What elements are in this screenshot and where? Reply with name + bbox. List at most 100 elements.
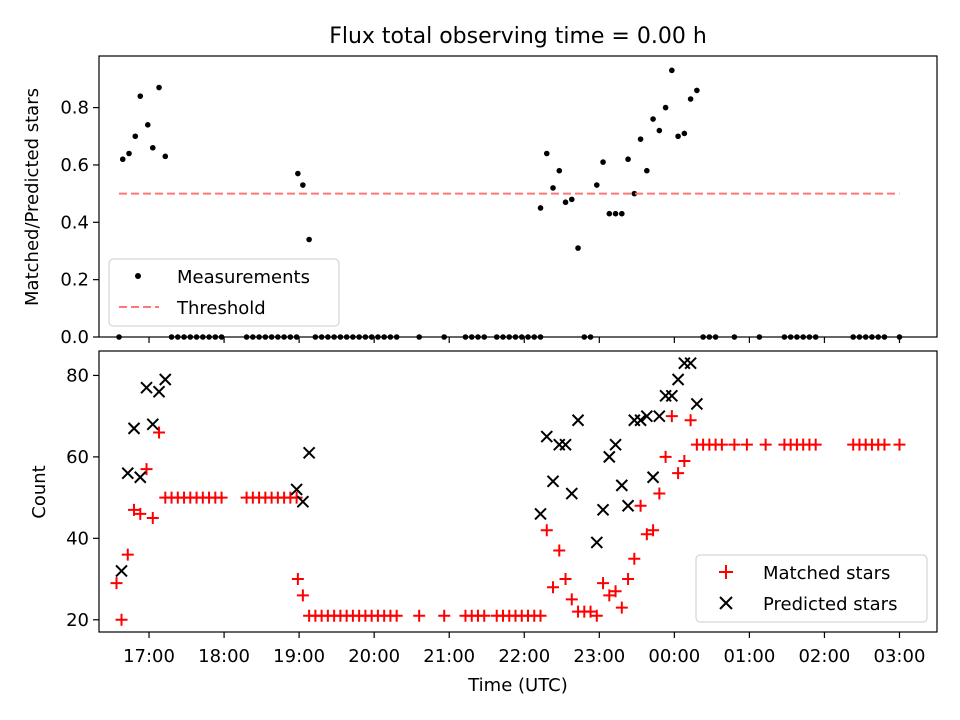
matched-star-point [390,609,403,622]
matched-star-point [478,609,491,622]
measurement-point [562,199,569,206]
predicted-star-point [609,438,622,451]
measurement-point [662,104,669,111]
predicted-star-point [127,422,141,435]
top-x-ticks [148,337,901,343]
predicted-star-point [152,385,166,398]
y-tick-label: 0.0 [60,327,89,348]
legend-matched-marker [719,565,733,579]
matched-star-point [291,573,304,586]
measurement-point [144,122,151,128]
matched-star-point [740,438,753,451]
measurement-point [631,190,638,197]
x-tick-label: 00:00 [648,646,700,667]
bottom-panel: 20 40 60 80 17:00 18:00 19:00 20:00 21:00 22:00 2… [29,350,938,696]
x-tick-label: 17:00 [123,646,175,667]
matched-star-point [438,609,451,622]
predicted-star-point [684,357,697,370]
measurement-point [681,130,688,137]
predicted-star-point [540,430,553,443]
matched-star-point [622,573,635,586]
predicted-star-point [665,389,679,403]
predicted-star-point [159,373,172,386]
legend-threshold-label: Threshold [176,298,266,319]
measurement-point [694,87,700,94]
matched-star-point [534,609,547,622]
predicted-star-point [653,409,666,423]
predicted-star-point [659,389,672,403]
matched-star-point [647,524,660,537]
matched-star-point [597,577,610,590]
matched-star-point [759,438,772,451]
matched-star-point [659,450,672,463]
top-y-axis: 0.0 0.2 0.4 0.6 0.8 [60,98,99,348]
matched-star-point [565,593,578,606]
predicted-star-point [671,373,685,386]
measurement-point [156,84,162,91]
predicted-star-point [590,536,604,549]
predicted-star-point [571,414,585,427]
predicted-star-point [603,450,616,464]
measurement-point [132,133,139,140]
matched-star-point [146,511,159,524]
legend-predicted-label: Predicted stars [763,594,897,615]
matched-star-point [728,438,741,451]
matched-star-point [640,528,653,541]
predicted-star-point [596,503,610,517]
predicted-star-point [646,471,660,484]
top-y-axis-label: Matched/Predicted stars [22,88,43,306]
chart-title: Flux total observing time = 0.00 h [329,24,707,49]
measurement-point [568,196,575,203]
measurement-point [600,159,606,165]
matched-star-point [878,438,891,451]
predicted-star-point [553,438,566,451]
matched-star-point [121,548,134,561]
measurement-point [687,96,694,102]
matched-star-point [559,573,572,586]
predicted-star-point [565,487,578,500]
bottom-legend: Matched stars Predicted stars [695,554,928,623]
x-tick-label: 01:00 [723,646,775,667]
matched-star-point [584,605,597,618]
x-tick-label: 23:00 [573,646,625,667]
matched-star-point [296,589,309,602]
x-tick-label: 19:00 [273,646,325,667]
x-tick-label: 20:00 [348,646,400,667]
y-tick-label: 0.8 [60,98,89,119]
measurement-point [593,182,600,188]
predicted-star-point [115,564,128,578]
measurement-point [644,167,650,174]
matched-star-point [540,524,553,537]
x-tick-label: 03:00 [874,646,926,667]
matched-star-point [110,577,123,590]
matched-star-point [809,438,822,451]
measurement-point [537,205,544,211]
matched-star-point [140,463,153,476]
predicted-star-point [134,471,147,484]
y-tick-label: 0.4 [60,212,89,233]
y-tick-label: 20 [66,610,89,631]
predicted-star-point [559,438,572,451]
measurement-point [656,127,663,134]
legend-matched-label: Matched stars [763,563,890,584]
matched-star-point [665,410,678,423]
measurement-point [295,170,301,177]
predicted-star-point [628,414,641,427]
matched-star-point [609,585,622,598]
bottom-plot-area [110,357,906,626]
measurement-point [612,210,619,217]
top-panel: 0.00.20.40.60.8 Matched/Predicted stars … [22,55,938,348]
top-legend: Measurements Threshold [108,258,340,327]
measurement-point [126,150,132,157]
legend-measurements-marker [135,273,141,279]
measurement-point [306,236,312,243]
predicted-star-point [302,446,316,460]
measurement-point [606,210,613,217]
predicted-star-point [296,495,310,508]
matched-star-point [603,589,616,602]
matched-star-point [684,414,697,427]
matched-star-point [134,507,147,520]
y-tick-label: 40 [66,528,89,549]
matched-star-point [590,609,603,622]
predicted-star-point [534,507,547,521]
